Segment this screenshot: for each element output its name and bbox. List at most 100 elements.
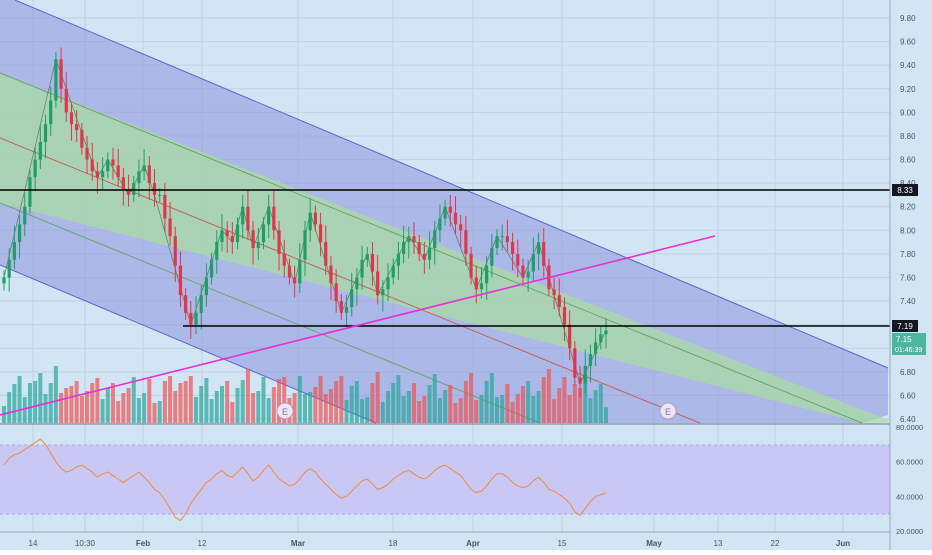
volume-bar [500, 395, 505, 423]
time-tick-label: 12 [198, 539, 207, 548]
candle-body [474, 277, 478, 290]
volume-bar [370, 383, 375, 423]
candle-body [402, 242, 406, 254]
candle-body [64, 88, 68, 113]
time-tick-label: 18 [389, 539, 398, 548]
volume-bar [95, 378, 100, 423]
candle-body [2, 277, 6, 284]
volume-bar [69, 386, 74, 423]
candle-body [54, 59, 58, 101]
volume-bar [411, 383, 416, 423]
candle-body [344, 306, 349, 313]
volume-bar [427, 385, 432, 423]
candle-body [158, 194, 162, 196]
candle-body [59, 59, 63, 89]
volume-bar [219, 386, 224, 423]
candle-body [495, 236, 499, 248]
volume-bar [443, 390, 448, 423]
candle-body [355, 277, 359, 290]
volume-bar [266, 398, 271, 423]
volume-bar [313, 387, 318, 423]
volume-bar [572, 384, 577, 423]
volume-bar [131, 377, 136, 423]
price-tick-label: 9.00 [900, 108, 916, 117]
horizontal-levels [0, 189, 890, 416]
candle-body [33, 159, 37, 178]
candle-body [246, 206, 250, 231]
volume-bar [593, 390, 598, 423]
volume-bar [162, 381, 167, 423]
channel-top-line [14, 0, 889, 369]
volume-bar [292, 393, 297, 423]
candle-body [542, 242, 546, 266]
earnings-marker-1[interactable]: E [276, 402, 294, 420]
candle-body [427, 247, 432, 260]
time-tick-label: Mar [291, 539, 305, 548]
volume-bar [261, 377, 266, 423]
candle-body [43, 124, 48, 142]
time-tick-label: 15 [558, 539, 567, 548]
candle-body [168, 218, 172, 237]
volume-bar [422, 396, 427, 423]
candle-body [277, 230, 281, 254]
price-tick-label: 6.80 [900, 368, 916, 377]
volume-bar [157, 401, 162, 423]
volume-bars [2, 366, 608, 423]
candle-body [438, 218, 442, 231]
volume-bar [121, 393, 126, 423]
candle-body [209, 259, 214, 278]
price-tick-label: 9.40 [900, 61, 916, 70]
price-tick-label: 6.60 [900, 391, 916, 400]
candle-body [370, 253, 375, 272]
volume-bar [318, 376, 323, 423]
price-tick-label: 8.60 [900, 156, 916, 165]
volume-bar [328, 389, 333, 423]
candle-body [303, 230, 307, 260]
candle-body [90, 159, 94, 172]
candle-body [407, 236, 411, 243]
candle-body [339, 301, 343, 313]
volume-bar [344, 400, 349, 423]
volume-bar [214, 391, 219, 423]
candle-body [116, 165, 120, 178]
time-tick-label: 10:30 [75, 539, 96, 548]
rsi-tick-label: 20.0000 [896, 527, 923, 536]
volume-bar [53, 366, 58, 423]
volume-bar [541, 377, 546, 423]
volume-bar [43, 394, 48, 423]
volume-bar [546, 369, 551, 423]
candle-body [376, 271, 380, 296]
volume-bar [173, 391, 178, 423]
price-tick-label: 9.80 [900, 14, 916, 23]
candle-body [75, 124, 79, 131]
volume-bar [7, 392, 12, 423]
price-axis[interactable] [890, 0, 932, 550]
candle-body [293, 277, 297, 284]
candle-body [251, 230, 255, 248]
trendline[interactable] [0, 235, 716, 416]
volume-bar [12, 384, 17, 423]
candle-body [568, 324, 572, 349]
volume-bar [495, 397, 500, 423]
candle-body [583, 365, 587, 384]
volume-bar [583, 374, 588, 423]
volume-bar [256, 391, 261, 423]
candle-body [490, 247, 494, 266]
candle-body [49, 100, 53, 125]
volume-bar [458, 398, 463, 423]
volume-bar [235, 388, 240, 423]
candle-body [573, 348, 577, 378]
volume-bar [204, 378, 209, 423]
volume-bar [297, 376, 302, 423]
earnings-marker-2[interactable]: E [659, 402, 677, 420]
volume-bar [510, 402, 515, 423]
candle-body [152, 183, 157, 195]
candle-body [381, 289, 385, 296]
volume-bar [245, 369, 250, 423]
rsi-line[interactable] [3, 438, 607, 522]
volume-bar [183, 381, 188, 423]
volume-bar [64, 388, 69, 423]
volume-bar [386, 391, 391, 423]
channel-bottom-line [0, 264, 377, 424]
